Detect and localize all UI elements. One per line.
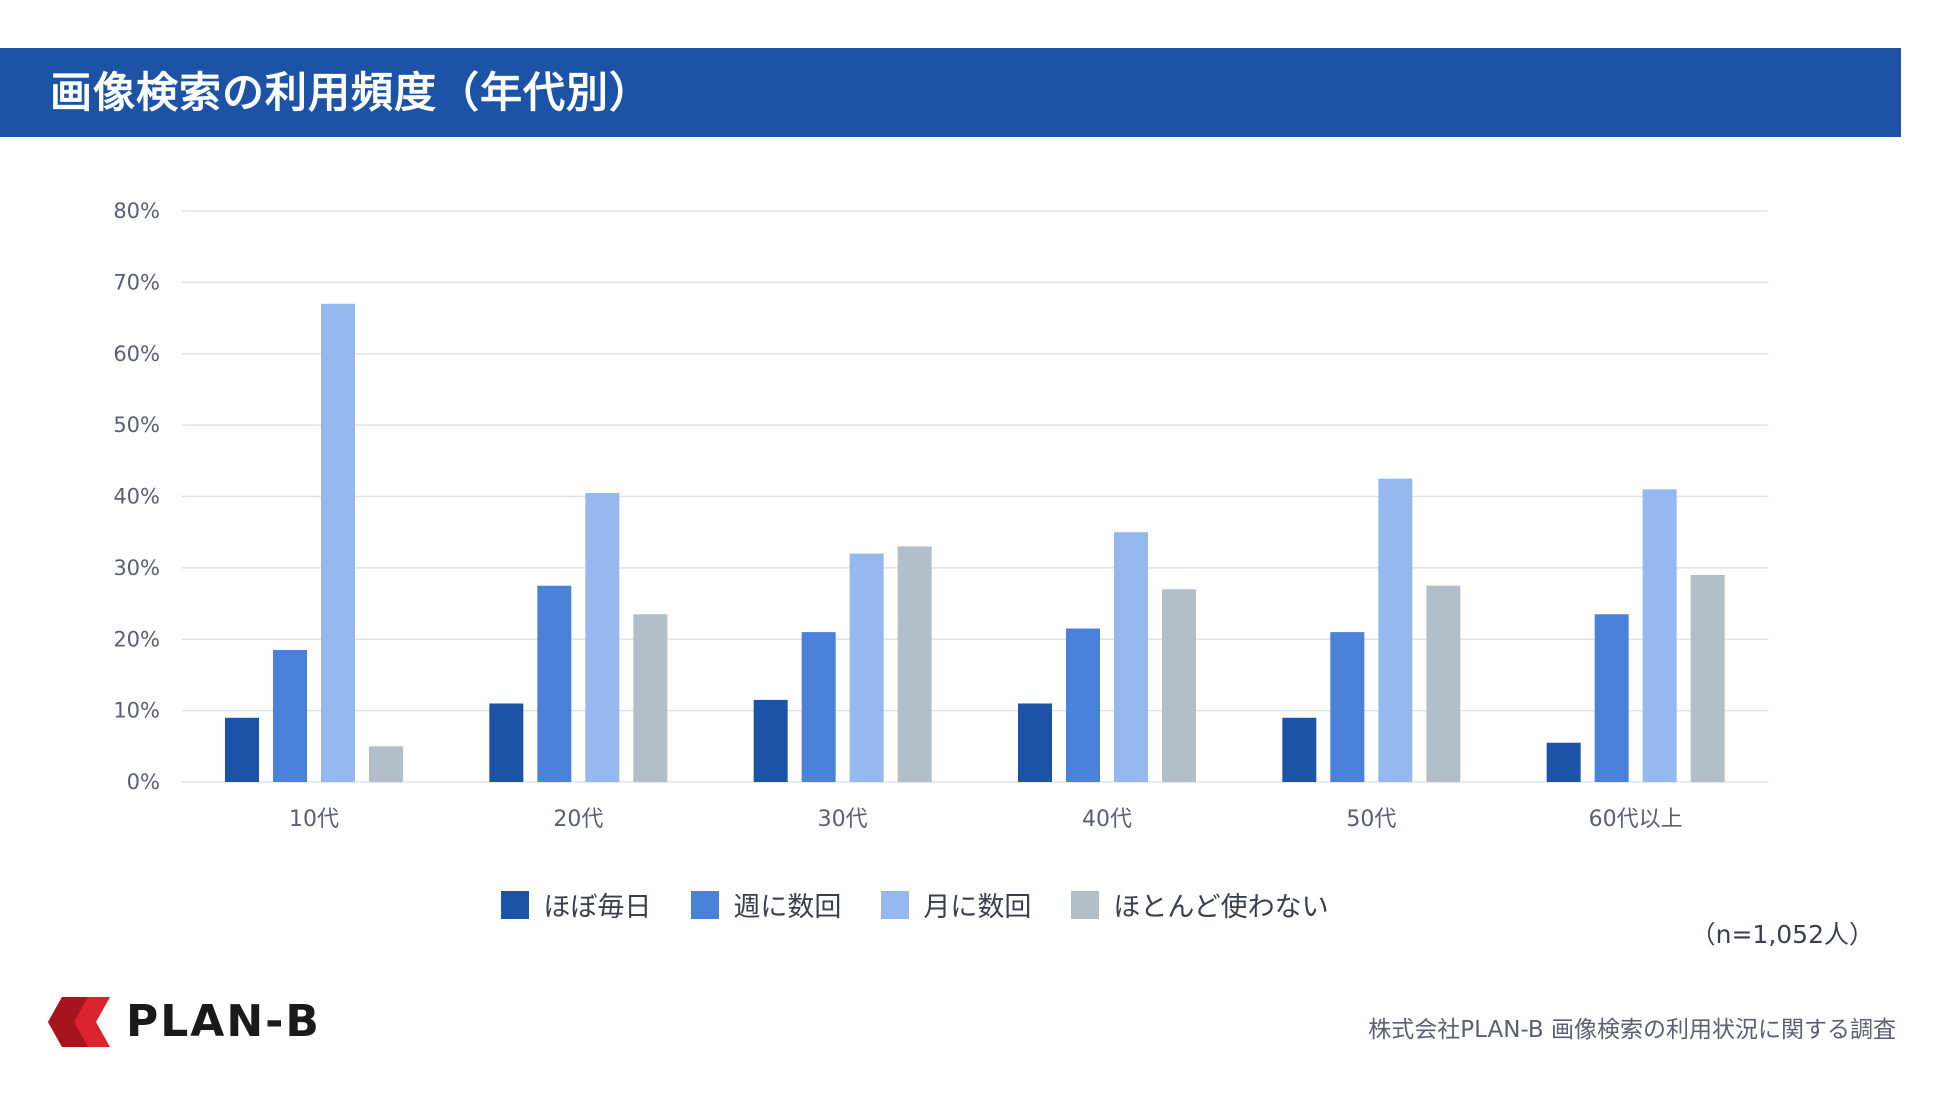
legend-label: 週に数回 (733, 892, 842, 923)
bar-2-30代 (801, 632, 836, 782)
bar-1-60代以上 (1546, 742, 1581, 782)
bar-1-50代 (1282, 717, 1317, 782)
bar-1-30代 (753, 699, 788, 782)
legend-label: 月に数回 (923, 892, 1032, 923)
bar-4-20代 (633, 614, 668, 782)
y-tick-label: 50% (113, 413, 160, 437)
bar-2-50代 (1330, 632, 1365, 782)
logo-text: PLAN-B (126, 996, 321, 1047)
legend-swatch (501, 890, 530, 919)
bar-2-60代以上 (1594, 614, 1629, 782)
legend-item: 月に数回 (881, 885, 1031, 924)
bar-1-20代 (489, 703, 524, 782)
legend-swatch (1071, 890, 1100, 919)
x-category-label: 50代 (1346, 807, 1396, 832)
y-tick-label: 20% (113, 627, 160, 651)
bar-3-40代 (1114, 532, 1148, 782)
y-tick-label: 70% (113, 270, 160, 294)
y-tick-label: 80% (113, 199, 160, 223)
legend-item: ほとんど使わない (1071, 885, 1329, 924)
x-category-label: 20代 (553, 807, 603, 832)
bar-chart: 0% 10% 20% 30% 40% 50% 60% 70% 80% 10代 20代 30代 40代 50… (113, 199, 1768, 832)
y-tick-label: 0% (127, 770, 160, 794)
bar-4-10代 (369, 746, 403, 782)
company-logo: PLAN-B (48, 996, 321, 1047)
y-tick-label: 40% (113, 485, 160, 509)
bar-3-50代 (1378, 478, 1413, 782)
bar-4-60代以上 (1690, 575, 1725, 782)
bar-3-60代以上 (1642, 489, 1677, 782)
y-tick-label: 60% (113, 342, 160, 366)
bar-1-10代 (225, 717, 259, 782)
bar-1-40代 (1018, 703, 1052, 782)
x-category-label: 30代 (818, 807, 868, 832)
bar-3-10代 (321, 303, 355, 782)
header-bar: 画像検索の利用頻度（年代別） (0, 48, 1901, 137)
sample-size-note: （n=1,052人） (1690, 920, 1874, 949)
bar-4-30代 (897, 546, 932, 782)
page-title: 画像検索の利用頻度（年代別） (50, 68, 653, 117)
legend-label: ほとんど使わない (1113, 892, 1329, 923)
bar-2-20代 (537, 585, 572, 782)
bar-4-50代 (1426, 585, 1461, 782)
chart-legend: ほぼ毎日 週に数回 月に数回 ほとんど使わない (0, 885, 1950, 924)
legend-item: ほぼ毎日 (501, 885, 651, 924)
bar-2-10代 (273, 649, 307, 782)
x-category-label: 60代以上 (1589, 807, 1683, 832)
legend-swatch (881, 890, 910, 919)
y-tick-label: 30% (113, 556, 160, 580)
bar-3-30代 (849, 553, 884, 782)
bar-4-40代 (1162, 589, 1196, 782)
bar-3-20代 (585, 492, 620, 782)
y-tick-label: 10% (113, 699, 160, 723)
x-category-label: 10代 (289, 807, 339, 832)
bar-2-40代 (1066, 628, 1100, 782)
legend-item: 週に数回 (691, 885, 841, 924)
legend-swatch (691, 890, 720, 919)
plan-b-logo-icon (48, 996, 110, 1047)
x-category-label: 40代 (1082, 807, 1132, 832)
legend-label: ほぼ毎日 (543, 892, 652, 923)
source-caption: 株式会社PLAN-B 画像検索の利用状況に関する調査 (1368, 1017, 1896, 1043)
